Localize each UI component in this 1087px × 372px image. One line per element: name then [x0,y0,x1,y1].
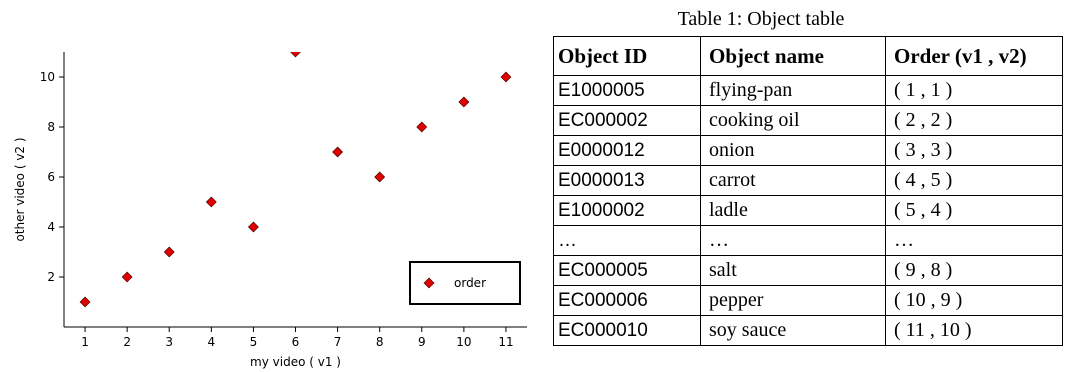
x-tick-label: 11 [498,335,513,349]
cell-order: ( 11 , 10 ) [885,315,1063,346]
cell-object-name: onion [700,135,886,166]
object-table: Object ID Object name Order (v1 , v2) E1… [553,36,1063,346]
x-tick-label: 5 [250,335,258,349]
y-tick-label: 6 [47,170,55,184]
data-point [121,271,133,283]
y-tick-label: 8 [47,120,55,134]
cell-object-id: … [553,225,701,256]
data-point [332,146,344,158]
x-tick-label: 6 [292,335,300,349]
header-order: Order (v1 , v2) [885,36,1063,76]
data-point [416,121,428,133]
cell-object-name: flying-pan [700,75,886,106]
cell-object-name: carrot [700,165,886,196]
y-axis-title: other video ( v2 ) [13,137,27,241]
cell-object-name: salt [700,255,886,286]
table-row: EC000006 pepper ( 10 , 9 ) [553,285,1063,316]
data-point [458,96,470,108]
header-object-id: Object ID [553,36,701,76]
cell-order: ( 2 , 2 ) [885,105,1063,136]
cell-object-id: E1000005 [553,75,701,106]
table-row: E1000005 flying-pan ( 1 , 1 ) [553,75,1063,106]
cell-object-id: EC000005 [553,255,701,286]
x-tick-label: 9 [418,335,426,349]
header-object-name: Object name [700,36,886,76]
data-point [205,196,217,208]
legend-label: order [454,276,486,290]
x-axis-title: my video ( v1 ) [250,355,341,369]
y-tick-label: 2 [47,270,55,284]
object-table-section: Table 1: Object table Object ID Object n… [553,0,1087,372]
cell-object-id: EC000010 [553,315,701,346]
table-row: EC000002 cooking oil ( 2 , 2 ) [553,105,1063,136]
cell-object-name: pepper [700,285,886,316]
table-row: E0000013 carrot ( 4 , 5 ) [553,165,1063,196]
cell-object-name: cooking oil [700,105,886,136]
x-tick-label: 8 [376,335,384,349]
cell-order: ( 3 , 3 ) [885,135,1063,166]
cell-object-id: EC000002 [553,105,701,136]
cell-order: ( 9 , 8 ) [885,255,1063,286]
legend-marker [423,277,435,289]
data-point [79,296,91,308]
data-points-group [79,52,512,308]
cell-object-id: E0000012 [553,135,701,166]
data-point [290,52,301,58]
data-point [500,71,512,83]
table-caption: Table 1: Object table [677,8,845,30]
cell-order: ( 4 , 5 ) [885,165,1063,196]
cell-object-id: E1000002 [553,195,701,226]
data-point [374,171,386,183]
cell-object-name: soy sauce [700,315,886,346]
table-row: … … … [553,225,1063,256]
cell-order: ( 5 , 4 ) [885,195,1063,226]
x-tick-label: 3 [165,335,173,349]
table-header-row: Object ID Object name Order (v1 , v2) [553,36,1063,76]
y-tick-label: 4 [47,220,55,234]
table-row: E1000002 ladle ( 5 , 4 ) [553,195,1063,226]
cell-object-name: … [700,225,886,256]
x-tick-label: 4 [207,335,215,349]
x-tick-label: 10 [456,335,471,349]
x-tick-label: 1 [81,335,89,349]
cell-object-name: ladle [700,195,886,226]
y-tick-label: 10 [40,70,55,84]
data-point [163,246,175,258]
cell-object-id: EC000006 [553,285,701,316]
table-row: EC000010 soy sauce ( 11 , 10 ) [553,315,1063,346]
cell-order: ( 1 , 1 ) [885,75,1063,106]
cell-order: … [885,225,1063,256]
cell-order: ( 10 , 9 ) [885,285,1063,316]
table-row: EC000005 salt ( 9 , 8 ) [553,255,1063,286]
scatter-chart: 1 2 3 4 5 6 7 8 9 10 11 2 4 6 8 10 my video ( v1 ) other … [0,0,540,372]
cell-object-id: E0000013 [553,165,701,196]
table-row: E0000012 onion ( 3 , 3 ) [553,135,1063,166]
x-tick-label: 7 [334,335,342,349]
data-point [247,221,259,233]
x-tick-label: 2 [123,335,131,349]
scatter-chart-svg: 1 2 3 4 5 6 7 8 9 10 11 2 4 6 8 10 my video ( v1 ) other … [13,52,527,369]
